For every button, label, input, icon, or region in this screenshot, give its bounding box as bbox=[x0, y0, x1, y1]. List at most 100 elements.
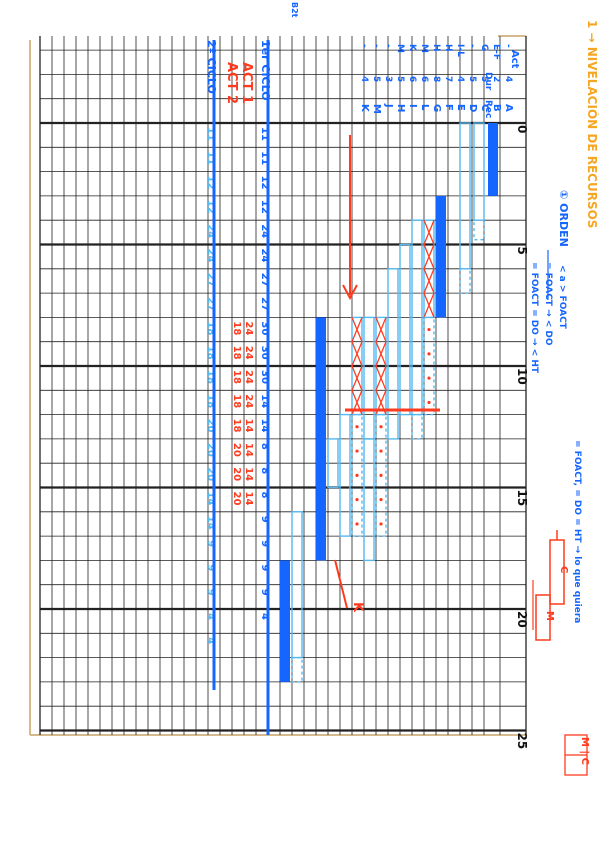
row-rec-label: B bbox=[491, 104, 502, 112]
resource-cycle2-value: 12 bbox=[205, 200, 216, 214]
cross-mark bbox=[423, 244, 435, 270]
resource-cycle1-value: 24 bbox=[259, 224, 270, 238]
resource-cycle2-value: 18 bbox=[205, 346, 216, 360]
row-act-label: - bbox=[359, 44, 369, 48]
cross-mark bbox=[351, 317, 363, 342]
resource-cycle1-value: 30 bbox=[259, 370, 270, 384]
task-bar-outline bbox=[387, 268, 399, 440]
task-slack-dashed bbox=[291, 656, 303, 683]
task-bar-outline bbox=[411, 219, 423, 416]
resource-act2-value: 20 bbox=[231, 467, 242, 481]
row-dur-label: 3 bbox=[383, 76, 393, 82]
row-act-label: H bbox=[431, 44, 441, 52]
resource-cycle2-value: 9 bbox=[205, 540, 216, 547]
resource-cycle2-value: 9 bbox=[205, 589, 216, 596]
cross-mark bbox=[351, 341, 363, 367]
row-rec-label: K bbox=[359, 104, 370, 113]
task-slack-dashed bbox=[411, 413, 423, 440]
row-rec-label: C bbox=[479, 104, 490, 111]
resource-cycle1-value: 9 bbox=[259, 589, 270, 596]
cycle-2-label: 2º CICLO bbox=[205, 40, 218, 94]
row-act-label: - bbox=[383, 44, 393, 48]
row-dur-label: 8 bbox=[431, 76, 441, 82]
resource-act1-value: 14 bbox=[243, 419, 254, 433]
resource-act1-value: 24 bbox=[243, 346, 254, 360]
resource-cycle1-value: 12 bbox=[259, 176, 270, 190]
axis-tick-label: 5 bbox=[515, 247, 529, 255]
shift-dot bbox=[427, 352, 431, 356]
resource-act2-value: 18 bbox=[231, 346, 242, 360]
resource-cycle1-value: 8 bbox=[259, 467, 270, 474]
task-bar-outline bbox=[473, 122, 485, 221]
resource-cycle2-value: 18 bbox=[205, 321, 216, 335]
small-note: B2t bbox=[290, 2, 299, 18]
row-act-label: K bbox=[407, 44, 417, 52]
row-rec-label: J bbox=[383, 103, 394, 108]
header-act: Act bbox=[509, 50, 520, 69]
resource-cycle2-value: 12 bbox=[205, 176, 216, 190]
task-bar-outline bbox=[291, 511, 303, 659]
shift-dot bbox=[427, 400, 431, 405]
resource-cycle1-value: 14 bbox=[259, 419, 270, 433]
resource-cycle1-value: 8 bbox=[259, 492, 270, 499]
row-dur-label: 4 bbox=[359, 76, 369, 82]
row-rec-label: D bbox=[467, 104, 478, 112]
shift-dot bbox=[427, 327, 431, 332]
resource-cycle1-value: 14 bbox=[259, 394, 270, 408]
resource-cycle2-value: 11 bbox=[205, 151, 216, 165]
shift-dot bbox=[379, 449, 383, 453]
shift-dot bbox=[379, 522, 383, 526]
cross-mark bbox=[351, 365, 363, 391]
resource-act2-value: 18 bbox=[231, 394, 242, 408]
order-rule-1: < a > FOACT bbox=[557, 265, 567, 330]
row-dur-label: 7 bbox=[443, 76, 453, 82]
mini-legend: M | C bbox=[579, 737, 590, 765]
task-bar-outline bbox=[339, 413, 351, 537]
cycle-1-label: 1er CICLO bbox=[259, 40, 272, 101]
cycle-dividers bbox=[212, 40, 270, 735]
resource-act2-value: 20 bbox=[231, 492, 242, 506]
row-act-label: - bbox=[371, 44, 381, 48]
row-dur-label: 5 bbox=[479, 76, 489, 82]
resource-cycle1-value: 4 bbox=[259, 613, 270, 620]
resource-cycle1-value: 30 bbox=[259, 321, 270, 335]
row-act-label: - bbox=[467, 44, 477, 48]
task-bar-solid bbox=[436, 195, 446, 318]
resource-cycle1-value: 8 bbox=[259, 443, 270, 450]
task-bar-outline bbox=[363, 438, 375, 562]
tie-note: = FOACT, = DO = HT → lo que quiera bbox=[572, 440, 582, 623]
shift-dot bbox=[355, 498, 359, 502]
resource-cycle1-value: 30 bbox=[259, 346, 270, 360]
shift-dot bbox=[355, 449, 359, 453]
resource-act1-value: 24 bbox=[243, 321, 254, 335]
row-grid bbox=[39, 36, 527, 735]
mark-k: K bbox=[350, 602, 365, 613]
resource-cycle2-value: 18 bbox=[205, 370, 216, 384]
resource-act1-value: 24 bbox=[243, 370, 254, 384]
row-act-label: H bbox=[443, 44, 453, 52]
resource-act2-value: 20 bbox=[231, 443, 242, 457]
resource-act2-value: 18 bbox=[231, 321, 242, 335]
resource-act2-value: 18 bbox=[231, 370, 242, 384]
row-dur-label: 5 bbox=[467, 76, 477, 82]
row-dur-label: 6 bbox=[419, 76, 429, 82]
row-rec-label: E bbox=[455, 104, 466, 111]
order-rule-2: = FOACT → < DO bbox=[543, 262, 553, 346]
resource-act1-value: 14 bbox=[243, 467, 254, 481]
resource-cycle2-value: 4 bbox=[205, 637, 216, 644]
row-act-label: M bbox=[395, 44, 405, 53]
task-bar-solid bbox=[280, 560, 290, 682]
row-act-label: I-L bbox=[455, 44, 465, 57]
shift-dot bbox=[427, 376, 431, 380]
row-dur-label: 4 bbox=[455, 76, 465, 82]
row-rec-label: H bbox=[395, 104, 406, 112]
resource-cycle1-value: 27 bbox=[259, 297, 270, 311]
task-bar-outline bbox=[399, 243, 411, 416]
row-dur-label: 5 bbox=[395, 76, 405, 82]
shift-dot bbox=[379, 473, 383, 477]
resource-cycle2-value: 24 bbox=[205, 249, 216, 263]
resource-cycle2-value: 20 bbox=[205, 467, 216, 481]
row-act-label: M bbox=[419, 44, 429, 53]
resource-cycle2-value: 14 bbox=[205, 516, 216, 530]
row-act-label: G bbox=[479, 44, 489, 51]
